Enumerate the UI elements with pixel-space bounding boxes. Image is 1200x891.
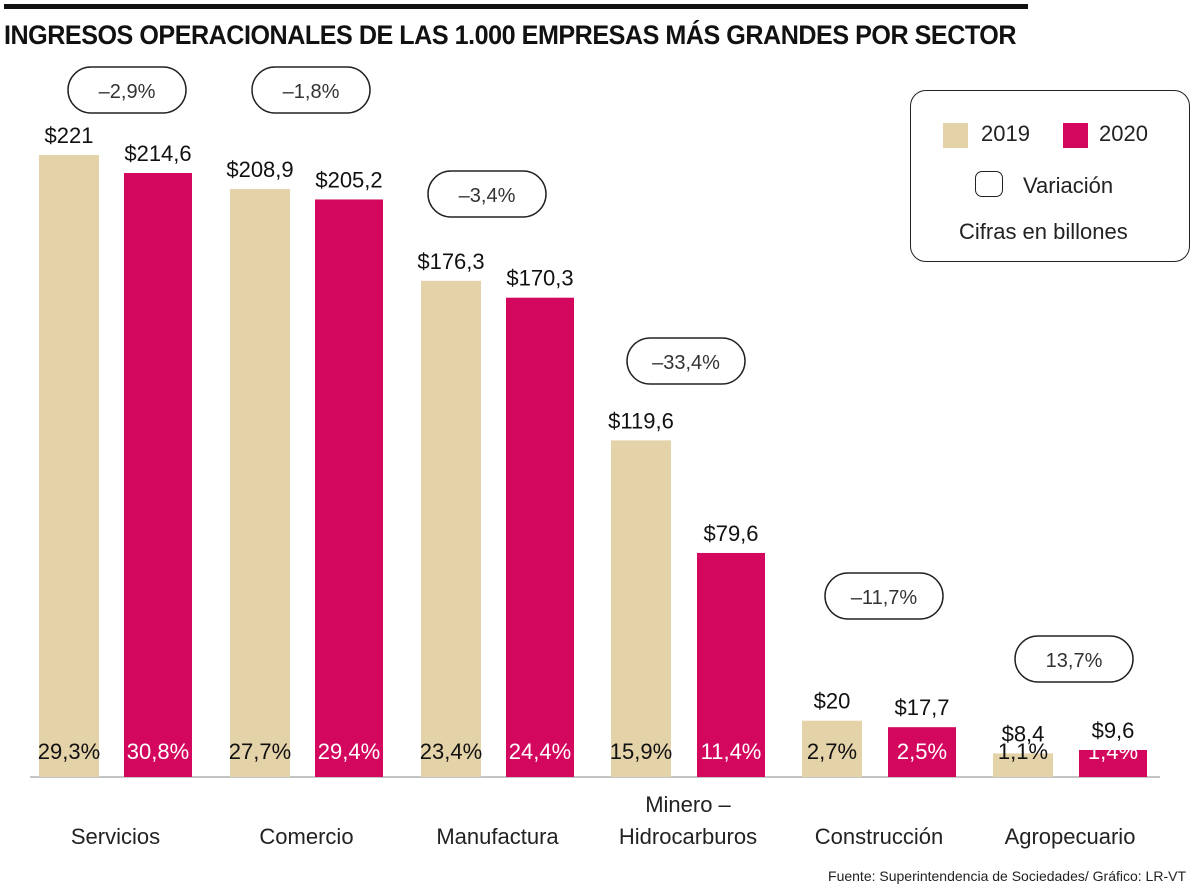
variation-label-0: –2,9% [99, 81, 156, 103]
category-label-4: Construcción [815, 824, 943, 849]
legend-label-2019: 2019 [981, 121, 1030, 146]
value-label-2019-0: $221 [45, 123, 94, 148]
value-label-2019-5: $8,4 [1002, 721, 1045, 746]
bar-2020-5 [1079, 749, 1147, 777]
bar-2019-1 [230, 189, 290, 778]
bar-2020-3 [697, 552, 765, 777]
value-label-2019-3: $119,6 [608, 408, 674, 433]
value-label-2019-2: $176,3 [417, 249, 484, 274]
bar-2019-0 [39, 155, 99, 777]
variation-pill-1 [251, 66, 371, 114]
category-label-2: Manufactura [436, 824, 559, 849]
legend-label-2020: 2020 [1099, 121, 1148, 146]
category-label-3-1: Hidrocarburos [619, 824, 757, 849]
variation-pill-3 [626, 337, 746, 385]
legend-variation-icon [975, 171, 1003, 197]
bar-2020-4 [888, 727, 956, 777]
variation-label-5: 13,7% [1046, 650, 1103, 672]
share-label-2020-2: 24,4% [509, 739, 571, 764]
share-label-2019-3: 15,9% [610, 739, 672, 764]
value-label-2020-0: $214,6 [124, 141, 191, 166]
chart-title: INGRESOS OPERACIONALES DE LAS 1.000 EMPR… [4, 20, 1017, 50]
share-label-2020-3: 11,4% [701, 739, 762, 764]
bar-2020-1 [315, 199, 383, 778]
variation-label-2: –3,4% [459, 185, 516, 207]
value-label-2019-1: $208,9 [226, 157, 293, 182]
bar-2019-2 [421, 280, 481, 777]
bar-2019-4 [802, 720, 862, 777]
bar-2020-0 [124, 173, 192, 777]
top-rule [4, 4, 1028, 9]
share-label-2019-5: 1,1% [998, 739, 1048, 764]
share-label-2019-4: 2,7% [807, 739, 857, 764]
legend-swatch-2019 [943, 123, 968, 148]
bar-2020-2 [506, 297, 574, 777]
variation-label-4: –11,7% [851, 587, 918, 609]
category-label-1: Comercio [259, 824, 353, 849]
share-label-2020-1: 29,4% [318, 739, 380, 764]
value-label-2019-4: $20 [814, 689, 851, 714]
source-note: Fuente: Superintendencia de Sociedades/ … [828, 868, 1186, 884]
share-label-2020-5: 1,4% [1088, 739, 1138, 764]
variation-pill-0 [67, 66, 187, 114]
legend: 2019 2020 Variación Cifras en billones [910, 90, 1190, 262]
legend-units: Cifras en billones [959, 219, 1128, 244]
legend-label-variation: Variación [1023, 173, 1114, 198]
variation-label-3: –33,4% [652, 352, 720, 374]
category-label-5: Agropecuario [1005, 824, 1136, 849]
value-label-2020-5: $9,6 [1092, 718, 1135, 743]
value-label-2020-2: $170,3 [506, 266, 573, 291]
share-label-2020-0: 30,8% [127, 739, 189, 764]
share-label-2019-1: 27,7% [229, 739, 291, 764]
variation-pill-4 [824, 572, 944, 620]
variation-pill-2 [427, 170, 547, 218]
bar-2019-5 [993, 753, 1053, 777]
share-label-2019-2: 23,4% [420, 739, 482, 764]
bar-2019-3 [611, 440, 671, 777]
variation-label-1: –1,8% [283, 81, 340, 103]
value-label-2020-4: $17,7 [894, 695, 949, 720]
category-label-3-0: Minero – [645, 792, 731, 817]
share-label-2019-0: 29,3% [38, 739, 100, 764]
legend-swatch-2020 [1063, 123, 1088, 148]
value-label-2020-3: $79,6 [703, 521, 758, 546]
value-label-2020-1: $205,2 [315, 167, 382, 192]
category-label-0: Servicios [71, 824, 160, 849]
share-label-2020-4: 2,5% [897, 739, 947, 764]
variation-pill-5 [1014, 635, 1134, 683]
